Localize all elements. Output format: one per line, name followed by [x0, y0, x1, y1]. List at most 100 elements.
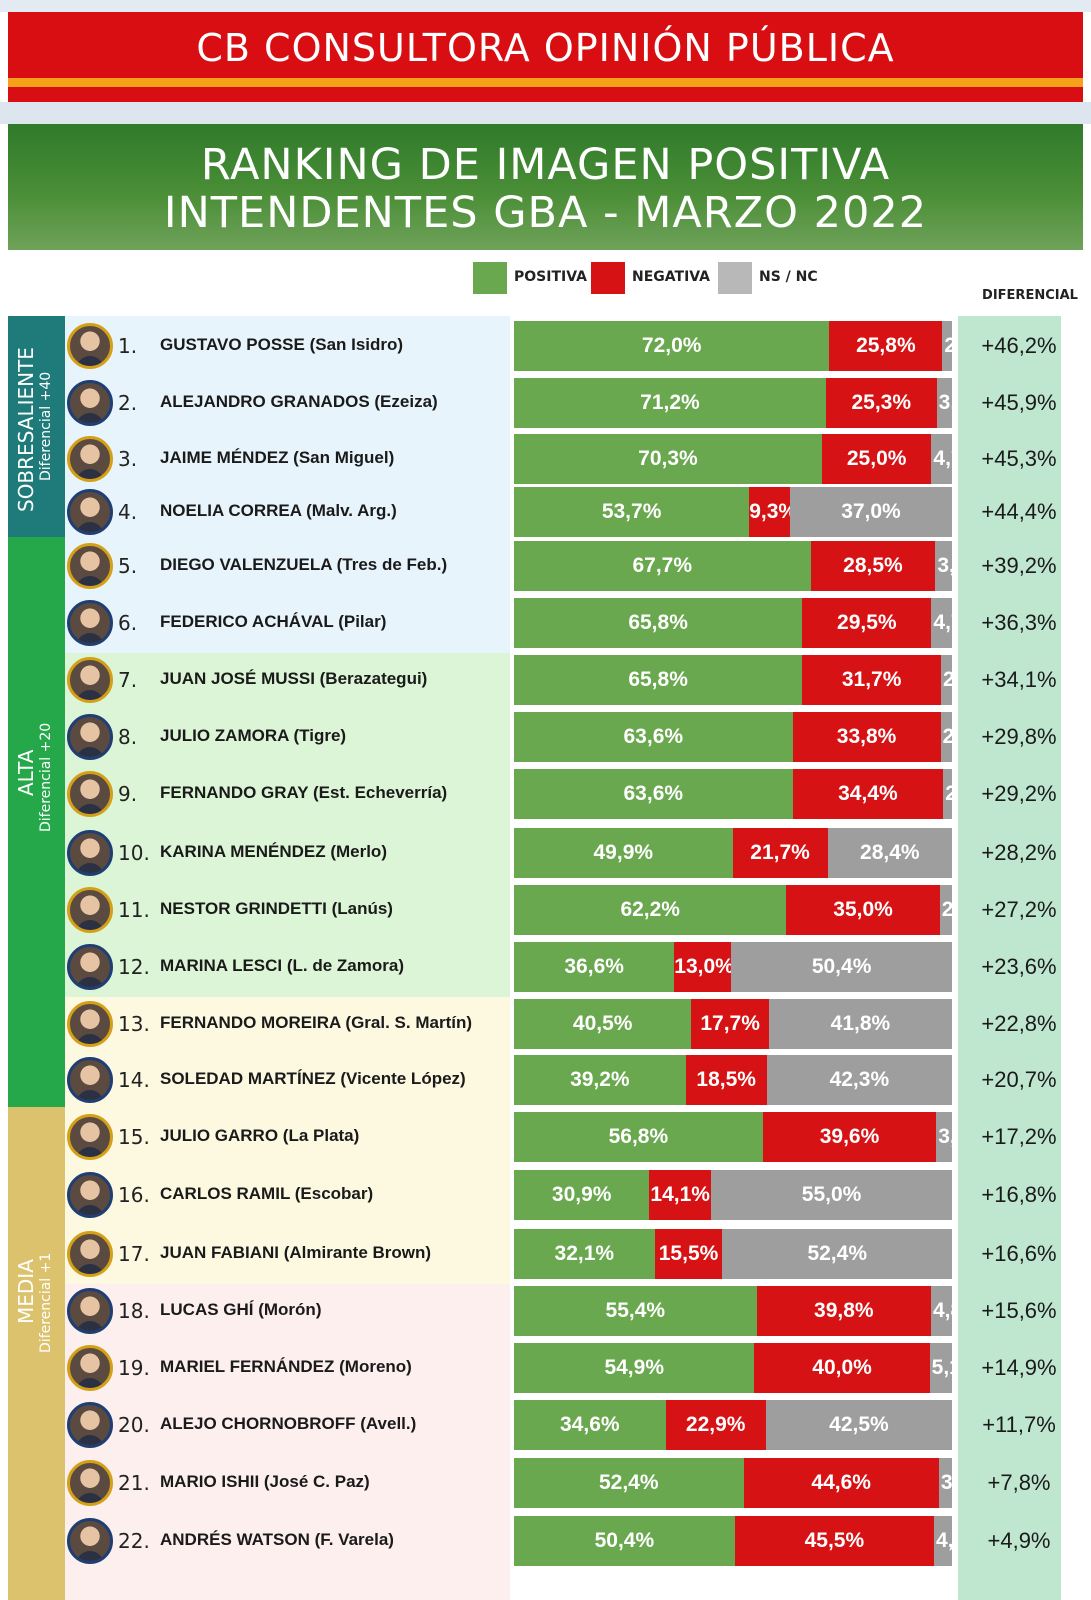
mayor-name: JUAN JOSÉ MUSSI (Berazategui) — [160, 669, 428, 688]
zone-bg-media-lower — [65, 1284, 510, 1600]
avatar-body — [76, 469, 104, 479]
bar-nsnc: 2,5 — [941, 655, 952, 705]
legend-label-nsnc: NS / NC — [759, 269, 818, 285]
diferencial-value: +36,3% — [981, 610, 1057, 635]
rank-number: 12. — [118, 955, 150, 979]
bar-track: 70,3%25,0%4,7 — [514, 434, 952, 484]
bar-track: 71,2%25,3%3,5 — [514, 378, 952, 428]
bar-positive: 52,4% — [514, 1458, 744, 1508]
avatar — [67, 887, 113, 933]
bar-positive: 72,0% — [514, 321, 830, 371]
rank-number: 19. — [118, 1356, 150, 1380]
gap-strip — [0, 102, 1091, 124]
avatar-body — [76, 1147, 104, 1157]
bar-negative: 45,5% — [734, 1516, 935, 1566]
avatar — [67, 489, 113, 535]
mayor-name: NOELIA CORREA (Malv. Arg.) — [160, 501, 397, 520]
avatar-body — [76, 522, 104, 532]
mayor-name: MARIO ISHII (José C. Paz) — [160, 1472, 370, 1491]
bar-positive: 65,8% — [514, 598, 803, 648]
rank-number: 1. — [118, 334, 138, 358]
rank-number: 20. — [118, 1413, 150, 1437]
bar-nsnc: 3,0 — [938, 1458, 952, 1508]
avatar-body — [76, 1551, 104, 1561]
mayor-name: ALEJO CHORNOBROFF (Avell.) — [160, 1414, 417, 1433]
mayor-name: CARLOS RAMIL (Escobar) — [160, 1184, 374, 1203]
title-banner: RANKING DE IMAGEN POSITIVA INTENDENTES G… — [8, 124, 1083, 250]
bar-positive: 65,8% — [514, 655, 803, 705]
avatar — [67, 830, 113, 876]
zone-bg-alta — [65, 653, 510, 997]
bar-nsnc: 3,8 — [935, 541, 952, 591]
diferencial-value: +14,9% — [981, 1355, 1057, 1380]
diferencial-value: +11,7% — [982, 1412, 1056, 1437]
category-label-sobresaliente: SOBRESALIENTE — [14, 347, 38, 512]
rank-number: 7. — [118, 668, 138, 692]
bar-positive: 56,8% — [514, 1112, 763, 1162]
rank-number: 6. — [118, 611, 138, 635]
rank-number: 3. — [118, 447, 138, 471]
rank-number: 17. — [118, 1242, 150, 1266]
mayor-name: GUSTAVO POSSE (San Isidro) — [160, 335, 404, 354]
avatar-body — [76, 1435, 104, 1445]
bar-positive: 50,4% — [514, 1516, 735, 1566]
avatar-body — [76, 1264, 104, 1274]
bar-negative: 22,9% — [665, 1400, 766, 1450]
avatar-body — [76, 356, 104, 366]
avatar — [67, 436, 113, 482]
avatar — [67, 714, 113, 760]
avatar — [67, 1172, 113, 1218]
bar-track: 65,8%29,5%4,7 — [514, 598, 952, 648]
bar-nsnc: 55,0% — [711, 1170, 952, 1220]
bar-negative: 21,7% — [732, 828, 828, 878]
bar-track: 62,2%35,0%2,8 — [514, 885, 952, 935]
diferencial-value: +15,6% — [981, 1298, 1057, 1323]
diferencial-value: +29,8% — [981, 724, 1057, 749]
bar-nsnc: 2,2 — [942, 321, 952, 371]
category-sub-media: Diferencial +1 — [38, 1252, 54, 1353]
bar-nsnc: 52,4% — [722, 1229, 952, 1279]
avatar — [67, 323, 113, 369]
banner-title-line2: INTENDENTES GBA - MARZO 2022 — [163, 188, 928, 238]
mayor-name: FERNANDO GRAY (Est. Echeverría) — [160, 783, 448, 802]
bar-negative: 25,3% — [825, 378, 937, 428]
diferencial-value: +27,2% — [981, 897, 1057, 922]
avatar — [67, 380, 113, 426]
mayor-name: FERNANDO MOREIRA (Gral. S. Martín) — [160, 1013, 472, 1032]
avatar-body — [76, 863, 104, 873]
bar-track: 55,4%39,8%4,8 — [514, 1286, 952, 1336]
legend-label-positive: POSITIVA — [514, 269, 587, 285]
bar-track: 49,9% 21,7% 28,4% — [514, 828, 952, 878]
avatar-body — [76, 977, 104, 987]
bar-positive: 54,9% — [514, 1343, 755, 1393]
mayor-name: JUAN FABIANI (Almirante Brown) — [160, 1243, 432, 1262]
avatar-body — [76, 804, 104, 814]
avatar — [67, 1057, 113, 1103]
rank-number: 13. — [118, 1012, 150, 1036]
diferencial-value: +20,7% — [981, 1067, 1057, 1092]
rank-number: 10. — [118, 841, 150, 865]
mayor-name: KARINA MENÉNDEZ (Merlo) — [160, 842, 387, 861]
mayor-name: DIEGO VALENZUELA (Tres de Feb.) — [160, 555, 448, 574]
bar-track: 56,8%39,6%3,6 — [514, 1112, 952, 1162]
category-block-alta: ALTA Diferencial +20 — [8, 537, 65, 1107]
mayor-name: LUCAS GHÍ (Morón) — [160, 1300, 322, 1319]
bar-negative: 18,5% — [685, 1055, 767, 1105]
category-label-media: MEDIA — [14, 1259, 38, 1324]
bar-track: 65,8%31,7%2,5 — [514, 655, 952, 705]
bar-nsnc: 3,6 — [936, 1112, 952, 1162]
avatar — [67, 1460, 113, 1506]
bar-nsnc: 4,7 — [931, 598, 952, 648]
top-strip — [0, 0, 1091, 12]
bar-track: 63,6%33,8%2,6 — [514, 712, 952, 762]
mayor-name: SOLEDAD MARTÍNEZ (Vicente López) — [160, 1069, 466, 1088]
bar-negative: 31,7% — [802, 655, 942, 705]
bar-positive: 71,2% — [514, 378, 826, 428]
diferencial-value: +23,6% — [981, 954, 1057, 979]
header-bar: CB CONSULTORA OPINIÓN PÚBLICA — [8, 12, 1083, 102]
bar-negative: 13,0% — [674, 942, 732, 992]
bar-track: 53,7%9,3%37,0% — [514, 487, 952, 537]
header-title: CB CONSULTORA OPINIÓN PÚBLICA — [196, 26, 895, 70]
avatar — [67, 600, 113, 646]
bar-track: 36,6% 13,0% 50,4% — [514, 942, 952, 992]
